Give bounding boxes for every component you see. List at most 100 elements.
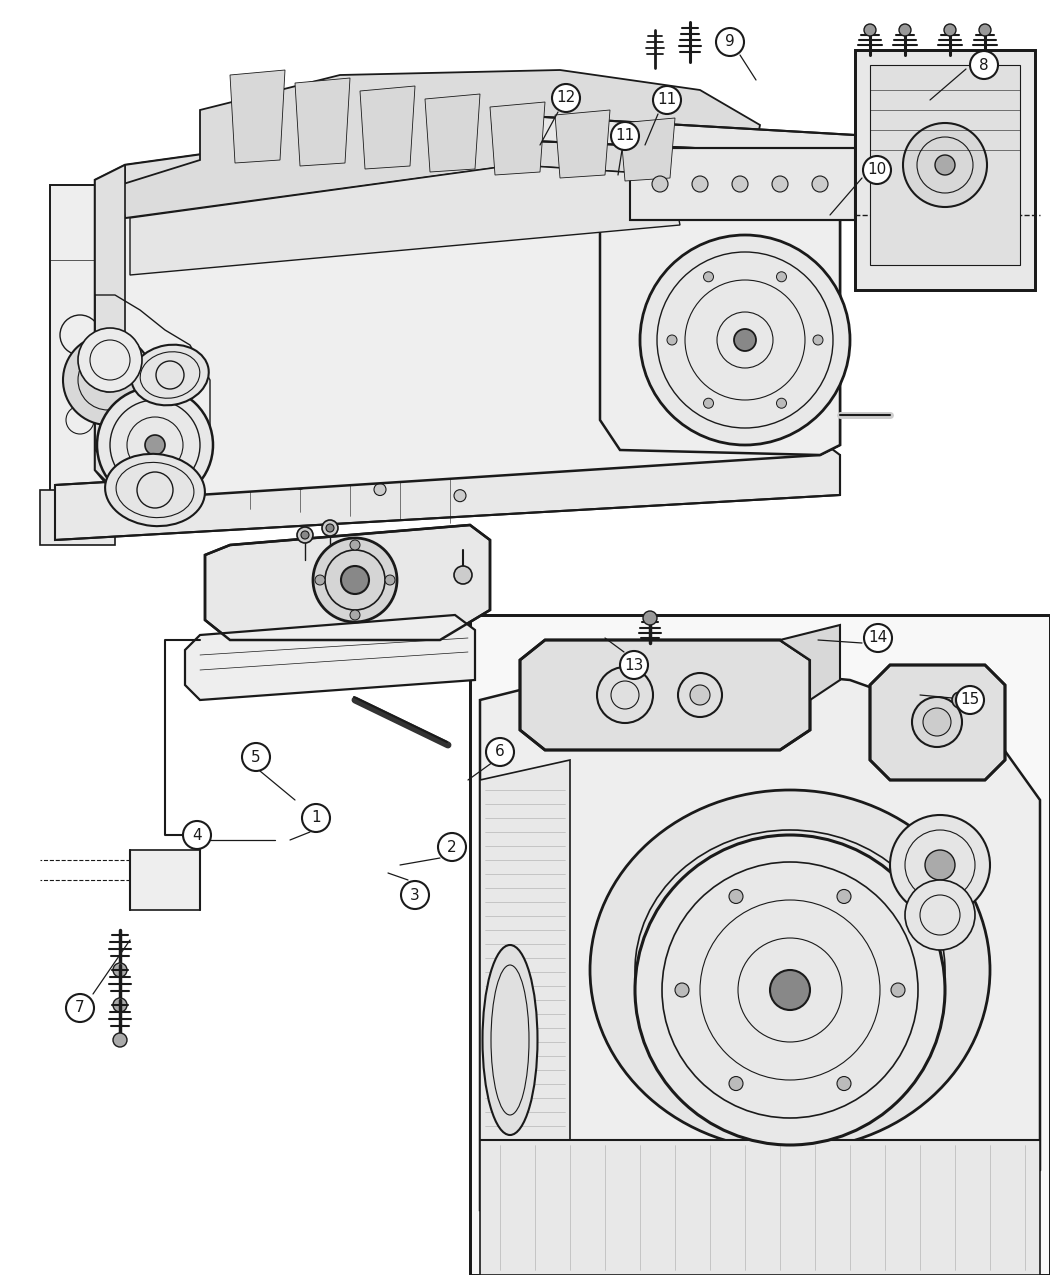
Circle shape bbox=[454, 490, 466, 501]
Circle shape bbox=[326, 524, 334, 532]
Ellipse shape bbox=[492, 107, 527, 143]
Circle shape bbox=[552, 84, 580, 112]
Text: 11: 11 bbox=[657, 93, 676, 107]
Circle shape bbox=[863, 156, 891, 184]
Text: 13: 13 bbox=[625, 658, 644, 672]
Ellipse shape bbox=[131, 344, 209, 405]
Polygon shape bbox=[630, 148, 855, 221]
Polygon shape bbox=[780, 625, 840, 700]
Circle shape bbox=[777, 272, 786, 282]
Polygon shape bbox=[230, 70, 285, 163]
Circle shape bbox=[970, 51, 998, 79]
Circle shape bbox=[63, 335, 153, 425]
Circle shape bbox=[66, 994, 94, 1023]
Circle shape bbox=[925, 850, 956, 880]
Circle shape bbox=[242, 743, 270, 771]
Polygon shape bbox=[55, 440, 840, 541]
Circle shape bbox=[899, 24, 911, 36]
Text: 3: 3 bbox=[411, 887, 420, 903]
Circle shape bbox=[653, 85, 681, 113]
Circle shape bbox=[864, 24, 876, 36]
Circle shape bbox=[113, 1033, 127, 1047]
Polygon shape bbox=[120, 70, 760, 218]
Circle shape bbox=[956, 686, 984, 714]
Circle shape bbox=[729, 1076, 743, 1090]
Circle shape bbox=[952, 692, 968, 708]
Circle shape bbox=[350, 541, 360, 550]
Circle shape bbox=[891, 983, 905, 997]
Bar bbox=[470, 615, 1050, 1275]
Polygon shape bbox=[205, 525, 490, 640]
Polygon shape bbox=[40, 490, 116, 544]
Polygon shape bbox=[185, 615, 475, 700]
Polygon shape bbox=[360, 85, 415, 170]
Circle shape bbox=[113, 998, 127, 1012]
Text: 2: 2 bbox=[447, 839, 457, 854]
Circle shape bbox=[837, 890, 850, 904]
Circle shape bbox=[640, 235, 850, 445]
Circle shape bbox=[690, 685, 710, 705]
Circle shape bbox=[297, 527, 313, 543]
Ellipse shape bbox=[105, 454, 205, 527]
Polygon shape bbox=[490, 102, 545, 175]
Text: 7: 7 bbox=[76, 1001, 85, 1015]
Circle shape bbox=[979, 24, 991, 36]
Circle shape bbox=[113, 963, 127, 977]
Polygon shape bbox=[620, 119, 675, 181]
Circle shape bbox=[183, 821, 211, 849]
Bar bbox=[470, 615, 1050, 1275]
Circle shape bbox=[643, 611, 657, 625]
Circle shape bbox=[454, 566, 473, 584]
Circle shape bbox=[890, 815, 990, 915]
Circle shape bbox=[777, 398, 786, 408]
Circle shape bbox=[704, 272, 714, 282]
Text: 15: 15 bbox=[961, 692, 980, 708]
Circle shape bbox=[350, 609, 360, 620]
Ellipse shape bbox=[483, 945, 538, 1135]
Circle shape bbox=[944, 24, 956, 36]
Circle shape bbox=[864, 623, 892, 652]
Polygon shape bbox=[130, 850, 200, 910]
Circle shape bbox=[611, 122, 639, 150]
Circle shape bbox=[692, 176, 708, 193]
Polygon shape bbox=[640, 130, 840, 210]
Polygon shape bbox=[50, 185, 110, 500]
Circle shape bbox=[301, 530, 309, 539]
Polygon shape bbox=[855, 50, 1035, 289]
Polygon shape bbox=[295, 78, 350, 166]
Circle shape bbox=[294, 477, 306, 490]
Circle shape bbox=[652, 176, 668, 193]
Circle shape bbox=[145, 435, 165, 455]
Polygon shape bbox=[125, 110, 840, 218]
Circle shape bbox=[96, 368, 120, 391]
Text: 5: 5 bbox=[251, 750, 260, 765]
Circle shape bbox=[837, 1076, 850, 1090]
Circle shape bbox=[905, 880, 975, 950]
Text: 1: 1 bbox=[311, 811, 321, 825]
Polygon shape bbox=[480, 1140, 1040, 1275]
Polygon shape bbox=[130, 164, 680, 275]
Text: 12: 12 bbox=[556, 91, 575, 106]
Bar bbox=[870, 65, 1020, 265]
Circle shape bbox=[903, 122, 987, 207]
Circle shape bbox=[302, 805, 330, 833]
Polygon shape bbox=[600, 156, 840, 455]
Circle shape bbox=[214, 472, 226, 483]
Circle shape bbox=[716, 28, 744, 56]
Polygon shape bbox=[425, 94, 480, 172]
Text: 4: 4 bbox=[192, 827, 202, 843]
Circle shape bbox=[732, 176, 748, 193]
Circle shape bbox=[315, 575, 326, 585]
Circle shape bbox=[812, 176, 828, 193]
Circle shape bbox=[923, 708, 951, 736]
Circle shape bbox=[934, 156, 956, 175]
Circle shape bbox=[385, 575, 395, 585]
Circle shape bbox=[729, 890, 743, 904]
Text: 11: 11 bbox=[615, 129, 634, 144]
Polygon shape bbox=[510, 115, 855, 156]
Circle shape bbox=[97, 388, 213, 504]
Circle shape bbox=[734, 329, 756, 351]
Polygon shape bbox=[480, 660, 1040, 1210]
Circle shape bbox=[78, 328, 142, 391]
Text: 6: 6 bbox=[496, 745, 505, 760]
